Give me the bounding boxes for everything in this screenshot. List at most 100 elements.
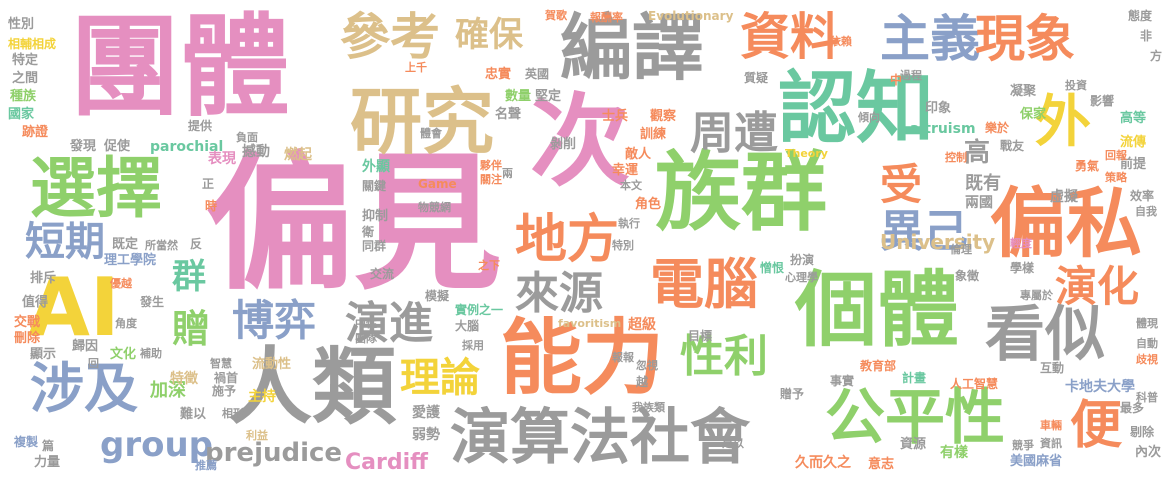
cloud-word: 種族 — [10, 89, 37, 104]
cloud-word: 交戰 — [14, 315, 41, 330]
cloud-word: 禍首 — [214, 371, 239, 385]
cloud-word: 便 — [1070, 396, 1123, 456]
cloud-word: 競爭 — [1012, 439, 1034, 452]
cloud-word: 高等 — [1120, 111, 1147, 126]
cloud-word: 非 — [1140, 29, 1153, 43]
cloud-word: 公平性 — [825, 383, 1005, 453]
cloud-word: 敵人 — [625, 147, 652, 162]
cloud-word: 現象 — [975, 10, 1075, 68]
cloud-word: 凝聚 — [1010, 84, 1037, 99]
cloud-word: 利益 — [246, 429, 268, 442]
cloud-word: 有樣 — [940, 445, 968, 461]
cloud-word: 跡證 — [22, 125, 49, 140]
cloud-word: prejudice — [205, 438, 343, 468]
cloud-word: 特定 — [12, 53, 39, 68]
cloud-word: 實例之一 — [455, 303, 504, 317]
cloud-word: 事實 — [830, 374, 855, 388]
cloud-word: 刪除 — [14, 331, 41, 346]
cloud-word: 我族類 — [632, 401, 665, 414]
cloud-word: 高 — [964, 138, 991, 168]
cloud-word: 博弈 — [232, 296, 317, 345]
cloud-word: 地方 — [515, 210, 620, 270]
cloud-word: 自我 — [1135, 205, 1157, 218]
cloud-word: 意志 — [868, 457, 895, 472]
cloud-word: 堅定 — [535, 89, 562, 104]
cloud-word: 本文 — [620, 179, 642, 192]
cloud-word: 文化 — [110, 347, 137, 362]
cloud-word: 值得 — [22, 295, 49, 310]
cloud-word: parochial — [150, 139, 224, 155]
cloud-word: 認知 — [778, 64, 935, 154]
cloud-word: 主義 — [880, 10, 980, 68]
cloud-word: 士兵 — [602, 109, 629, 124]
cloud-word: Evolutionary — [648, 9, 734, 23]
cloud-word: Cardiff — [345, 450, 428, 475]
cloud-word: 中性 — [355, 317, 377, 330]
cloud-word: 採用 — [462, 339, 484, 352]
cloud-word: 學樣 — [1010, 261, 1035, 275]
cloud-word: 心理學 — [785, 271, 818, 284]
cloud-word: 樂於 — [985, 121, 1010, 135]
cloud-word: 撼動 — [242, 144, 270, 160]
cloud-word: 同群 — [362, 239, 387, 253]
cloud-word: 互動 — [1040, 361, 1065, 375]
cloud-word: 憎恨 — [760, 261, 785, 275]
cloud-word: 團隊 — [355, 332, 377, 345]
cloud-word: altruism — [910, 121, 976, 137]
cloud-word: 選擇 — [30, 150, 162, 227]
cloud-word: 衛 — [362, 225, 375, 239]
cloud-word: 資源 — [900, 437, 927, 452]
cloud-word: 最多 — [1120, 401, 1145, 415]
cloud-word: 夥伴 — [480, 159, 502, 172]
cloud-word: 扮演 — [790, 253, 815, 267]
cloud-word: 觀察 — [650, 109, 677, 124]
cloud-word: 執行 — [618, 217, 640, 230]
cloud-word: 表現 — [208, 151, 236, 167]
cloud-word: 正 — [202, 177, 215, 191]
cloud-word: 數量 — [505, 89, 532, 104]
cloud-word: 人類 — [228, 338, 397, 436]
cloud-word: Game — [418, 177, 457, 191]
cloud-word: 倫理 — [950, 243, 972, 256]
cloud-word: 特別 — [612, 239, 634, 252]
cloud-word: 足以 — [722, 437, 744, 450]
cloud-word: 剝削 — [550, 137, 577, 152]
cloud-word: 過程 — [900, 69, 922, 82]
cloud-word: 贈予 — [780, 387, 805, 401]
cloud-word: 控制 — [945, 151, 967, 164]
cloud-word: 加深 — [150, 380, 186, 401]
cloud-word: 歸因 — [72, 339, 99, 354]
cloud-word: 角色 — [635, 197, 662, 212]
cloud-word: 科普 — [1136, 391, 1158, 404]
cloud-word: 參考 — [340, 8, 440, 66]
cloud-word: 排斥 — [30, 271, 57, 286]
cloud-word: 補助 — [140, 347, 162, 360]
cloud-word: 國家 — [8, 107, 35, 122]
cloud-word: 久而久之 — [795, 455, 851, 471]
cloud-word: 外顯 — [362, 159, 390, 175]
cloud-word: 象徵 — [955, 269, 980, 283]
cloud-word: 質疑 — [744, 71, 769, 85]
cloud-word: 演化 — [1055, 262, 1140, 311]
cloud-word: 所當然 — [145, 239, 178, 252]
cloud-word: 研究 — [350, 80, 495, 164]
cloud-word: 既定 — [112, 237, 139, 252]
cloud-word: 提供 — [188, 119, 213, 133]
cloud-word: 剔除 — [1130, 425, 1155, 439]
cloud-word: 個體 — [795, 263, 960, 358]
cloud-word: 性利 — [680, 331, 768, 382]
cloud-word: 理工學院 — [104, 253, 157, 268]
cloud-word: 抑制 — [362, 209, 389, 224]
cloud-word: Theory — [785, 147, 828, 160]
cloud-word: 理論 — [400, 355, 480, 401]
cloud-word: 前提 — [1120, 157, 1147, 172]
cloud-word: AI — [28, 261, 120, 354]
cloud-word: 策略 — [1105, 171, 1127, 184]
cloud-word: 反 — [190, 237, 203, 251]
cloud-word: 優越 — [110, 277, 132, 290]
cloud-word: 複製 — [14, 435, 39, 449]
cloud-word: 計畫 — [902, 371, 927, 385]
cloud-word: group — [100, 425, 214, 465]
cloud-word: 愛護 — [412, 405, 440, 421]
